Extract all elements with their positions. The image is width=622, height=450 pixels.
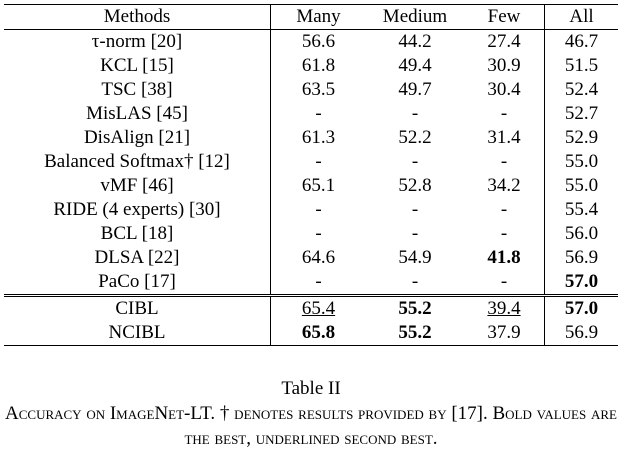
method-cell: KCL [15] xyxy=(4,54,271,78)
results-table: Methods Many Medium Few All τ-norm [20] 56.6 4… xyxy=(4,4,618,346)
value-cell: 52.9 xyxy=(564,127,599,148)
method-cell: BCL [18] xyxy=(4,222,271,246)
value-cell: 61.8 xyxy=(301,55,336,76)
value-cell: 34.2 xyxy=(464,174,545,198)
method-cell: RIDE (4 experts) [30] xyxy=(4,198,271,222)
value-cell: 55.2 xyxy=(398,298,432,319)
value-cell: - xyxy=(464,150,545,174)
value-cell: 39.4 xyxy=(464,295,545,321)
header-cell: All xyxy=(569,6,594,27)
value-cell: 41.8 xyxy=(464,246,545,270)
value-cell: 52.2 xyxy=(398,127,432,148)
table-row: MisLAS [45] - - -52.7 xyxy=(4,102,618,126)
value-cell: 49.7 xyxy=(398,79,432,100)
method-cell: Balanced Softmax† [12] xyxy=(4,150,271,174)
header-cell: Medium xyxy=(382,6,448,27)
method-cell: DLSA [22] xyxy=(4,246,271,270)
value-cell: 55.0 xyxy=(564,151,599,172)
value-cell: 56.0 xyxy=(564,223,599,244)
table-row: vMF [46] 65.1 52.8 34.2 55.0 xyxy=(4,174,618,198)
method-cell: τ-norm [20] xyxy=(4,29,271,54)
table-row: TSC [38] 63.5 49.7 30.4 52.4 xyxy=(4,78,618,102)
value-cell: - xyxy=(315,271,322,292)
value-cell: - xyxy=(411,151,419,172)
table-row: DLSA [22] 64.6 54.9 41.8 56.9 xyxy=(4,246,618,270)
table-row: NCIBL 65.8 55.2 37.9 56.9 xyxy=(4,321,618,346)
value-cell: 54.9 xyxy=(398,247,432,268)
value-cell: - xyxy=(315,103,322,124)
value-cell: - xyxy=(315,199,322,220)
value-cell: 30.9 xyxy=(464,54,545,78)
value-cell: 56.9 xyxy=(564,322,599,343)
header-cell: Methods xyxy=(4,4,271,30)
method-cell: NCIBL xyxy=(4,321,271,346)
table-row: KCL [15] 61.8 49.4 30.9 51.5 xyxy=(4,54,618,78)
value-cell: 64.6 xyxy=(301,247,336,268)
value-cell: - xyxy=(315,151,322,172)
method-cell: CIBL xyxy=(4,295,271,321)
method-cell: MisLAS [45] xyxy=(4,102,271,126)
value-cell: 37.9 xyxy=(464,321,545,346)
header-cell: Few xyxy=(464,4,545,30)
header-row: Methods Many Medium Few All xyxy=(4,4,618,30)
value-cell: - xyxy=(464,102,545,126)
value-cell: - xyxy=(315,223,322,244)
value-cell: 27.4 xyxy=(464,29,545,54)
method-cell: vMF [46] xyxy=(4,174,271,198)
value-cell: 55.2 xyxy=(398,322,432,343)
value-cell: 52.4 xyxy=(564,79,599,100)
caption-label: Table II xyxy=(281,378,341,399)
table-row: DisAlign [21] 61.3 52.2 31.4 52.9 xyxy=(4,126,618,150)
table-row: τ-norm [20] 56.6 44.2 27.4 46.7 xyxy=(4,29,618,54)
value-cell: 46.7 xyxy=(564,31,599,52)
value-cell: 52.8 xyxy=(398,175,432,196)
value-cell: 65.4 xyxy=(301,298,336,319)
value-cell: 31.4 xyxy=(464,126,545,150)
table-row: Balanced Softmax† [12] - - -55.0 xyxy=(4,150,618,174)
value-cell: - xyxy=(464,198,545,222)
value-cell: - xyxy=(411,223,419,244)
caption-text: Accuracy on ImageNet-LT. † denotes resul… xyxy=(5,403,617,449)
table-row: RIDE (4 experts) [30] - - -55.4 xyxy=(4,198,618,222)
value-cell: 56.6 xyxy=(301,31,336,52)
value-cell: - xyxy=(411,103,419,124)
value-cell: 63.5 xyxy=(301,79,336,100)
value-cell: - xyxy=(411,271,419,292)
method-cell: DisAlign [21] xyxy=(4,126,271,150)
method-cell: PaCo [17] xyxy=(4,270,271,296)
value-cell: 52.7 xyxy=(564,103,599,124)
value-cell: 55.4 xyxy=(564,199,599,220)
value-cell: 57.0 xyxy=(564,271,599,292)
value-cell: 61.3 xyxy=(301,127,336,148)
value-cell: 57.0 xyxy=(564,298,599,319)
method-cell: TSC [38] xyxy=(4,78,271,102)
caption: Table II Accuracy on ImageNet-LT. † deno… xyxy=(0,376,622,450)
value-cell: 55.0 xyxy=(564,175,599,196)
value-cell: 56.9 xyxy=(564,247,599,268)
table-row: PaCo [17] - - -57.0 xyxy=(4,270,618,296)
value-cell: - xyxy=(411,199,419,220)
value-cell: - xyxy=(464,270,545,296)
value-cell: 65.1 xyxy=(301,175,336,196)
table-row: BCL [18] - - -56.0 xyxy=(4,222,618,246)
value-cell: 30.4 xyxy=(464,78,545,102)
value-cell: 49.4 xyxy=(398,55,432,76)
table-row: CIBL 65.4 55.2 39.4 57.0 xyxy=(4,295,618,321)
value-cell: 65.8 xyxy=(301,322,336,343)
value-cell: - xyxy=(464,222,545,246)
value-cell: 51.5 xyxy=(564,55,599,76)
value-cell: 44.2 xyxy=(398,31,432,52)
header-cell: Many xyxy=(296,6,341,27)
